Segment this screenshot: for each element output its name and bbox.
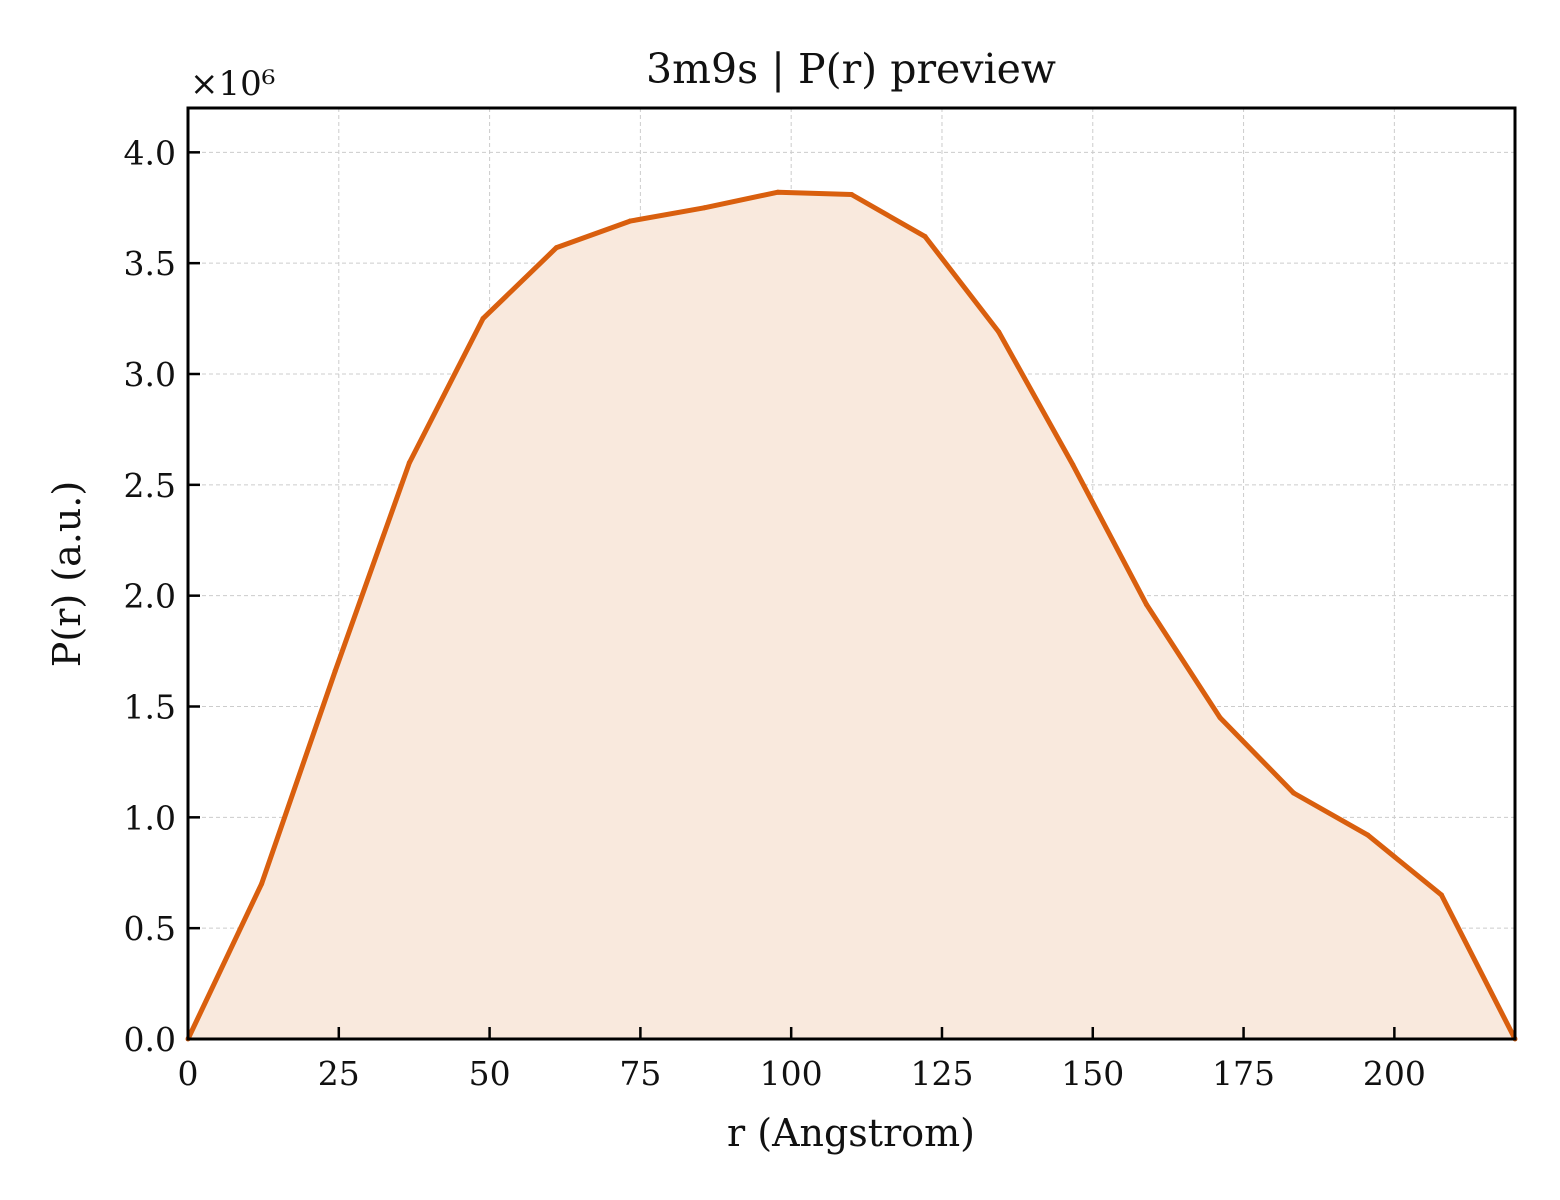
data-point	[849, 191, 854, 197]
y-tick-label: 1.5	[124, 688, 176, 727]
data-point	[259, 881, 265, 887]
y-tick-label: 4.0	[124, 133, 176, 172]
pr-area-fill	[188, 192, 1515, 1039]
data-point	[996, 329, 1002, 335]
y-tick-label: 2.5	[124, 466, 176, 505]
data-point	[332, 668, 338, 674]
axis-ticks: 0 25 50 75 100 125 150 175 200 0.0 0.5 1.0 1.5 2.0 2.5…	[124, 133, 1426, 1093]
y-scale-multiplier: ×10⁶	[190, 64, 275, 104]
data-point	[922, 234, 928, 240]
y-tick-label: 0.0	[124, 1020, 176, 1059]
y-tick-label: 3.0	[124, 355, 176, 394]
x-tick-label: 125	[910, 1054, 973, 1093]
data-point	[1070, 462, 1076, 468]
y-tick-label: 2.0	[124, 577, 176, 616]
chart-title: 3m9s | P(r) preview	[646, 45, 1056, 93]
x-tick-label: 150	[1061, 1054, 1124, 1093]
data-point	[1438, 892, 1444, 898]
x-tick-label: 25	[318, 1054, 360, 1093]
data-point	[554, 245, 560, 251]
x-tick-label: 50	[469, 1054, 511, 1093]
data-point	[1217, 715, 1223, 721]
x-tick-label: 100	[760, 1054, 823, 1093]
x-axis-label: r (Angstrom)	[727, 1111, 975, 1155]
x-tick-label: 75	[619, 1054, 661, 1093]
plot-frame	[186, 106, 1517, 1041]
y-tick-label: 1.0	[124, 798, 176, 837]
data-point	[775, 189, 781, 195]
data-point	[406, 460, 412, 466]
data-point	[480, 316, 486, 322]
data-point	[627, 218, 633, 224]
data-point	[1365, 832, 1371, 838]
y-tick-label: 3.5	[124, 244, 176, 283]
y-tick-label: 0.5	[124, 909, 176, 948]
data-point	[1291, 790, 1297, 796]
y-axis-label: P(r) (a.u.)	[45, 481, 89, 667]
data-point	[1143, 602, 1149, 608]
x-tick-label: 200	[1363, 1054, 1426, 1093]
data-point	[701, 205, 707, 211]
x-tick-label: 0	[178, 1054, 199, 1093]
x-tick-label: 175	[1212, 1054, 1275, 1093]
